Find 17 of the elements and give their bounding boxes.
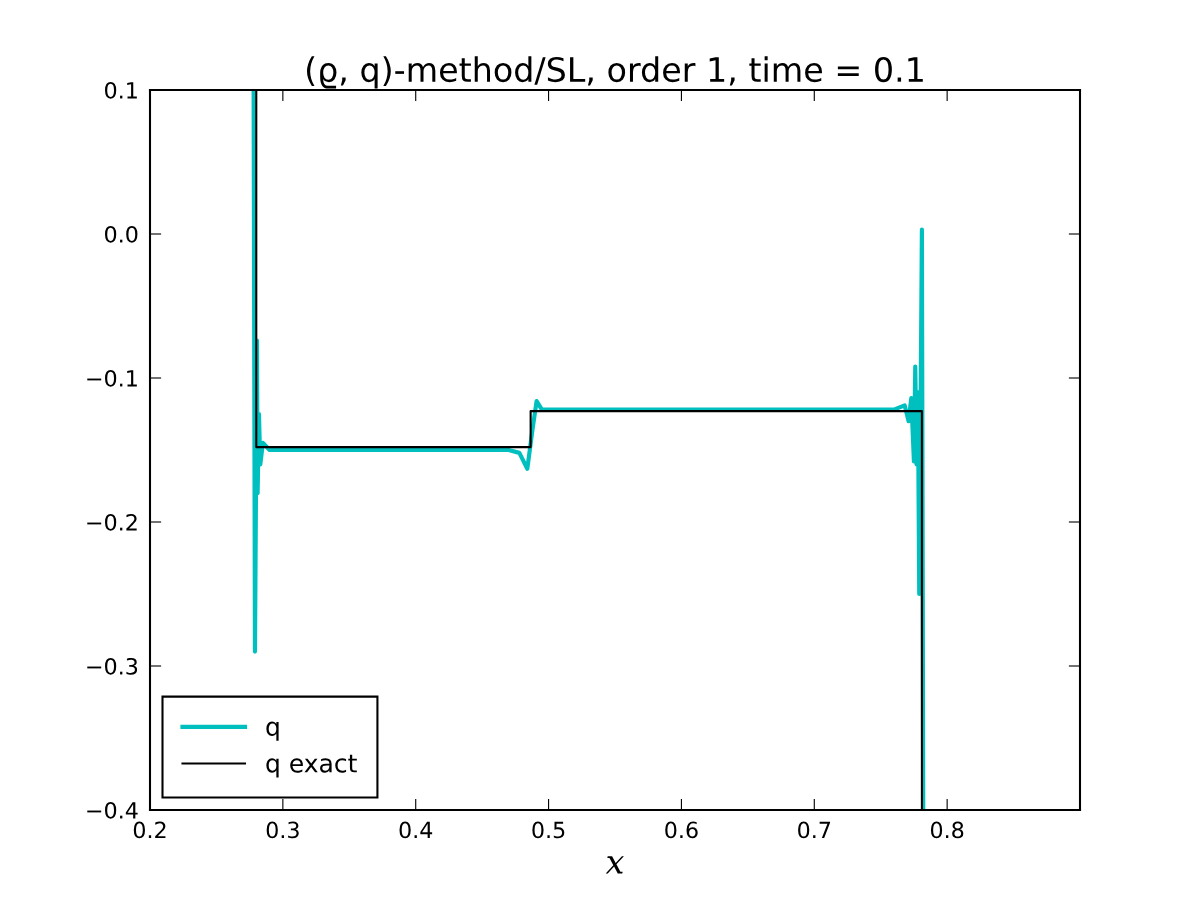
x-tick-label: 0.4 (399, 821, 433, 839)
y-tick-label: −0.3 (87, 657, 138, 675)
x-axis-title: x (605, 856, 624, 874)
y-tick-label: 0.0 (105, 225, 138, 243)
x-tick-label: 0.3 (266, 821, 299, 839)
legend-label: q exact (266, 754, 357, 778)
legend-label: q (266, 721, 279, 741)
y-tick-label: −0.2 (87, 513, 137, 531)
x-tick-label: 0.8 (930, 821, 964, 839)
x-tick-label: 0.5 (532, 821, 565, 839)
y-tick-label: −0.1 (87, 369, 137, 387)
x-tick-label: 0.7 (798, 821, 831, 839)
x-tick-label: 0.2 (133, 821, 166, 839)
x-tick-label: 0.6 (665, 821, 698, 839)
y-tick-label: −0.4 (87, 801, 138, 819)
chart-title: (ϱ, q)-method/SL, order 1, time = 0.1 (306, 56, 923, 89)
y-tick-label: 0.1 (105, 81, 137, 99)
